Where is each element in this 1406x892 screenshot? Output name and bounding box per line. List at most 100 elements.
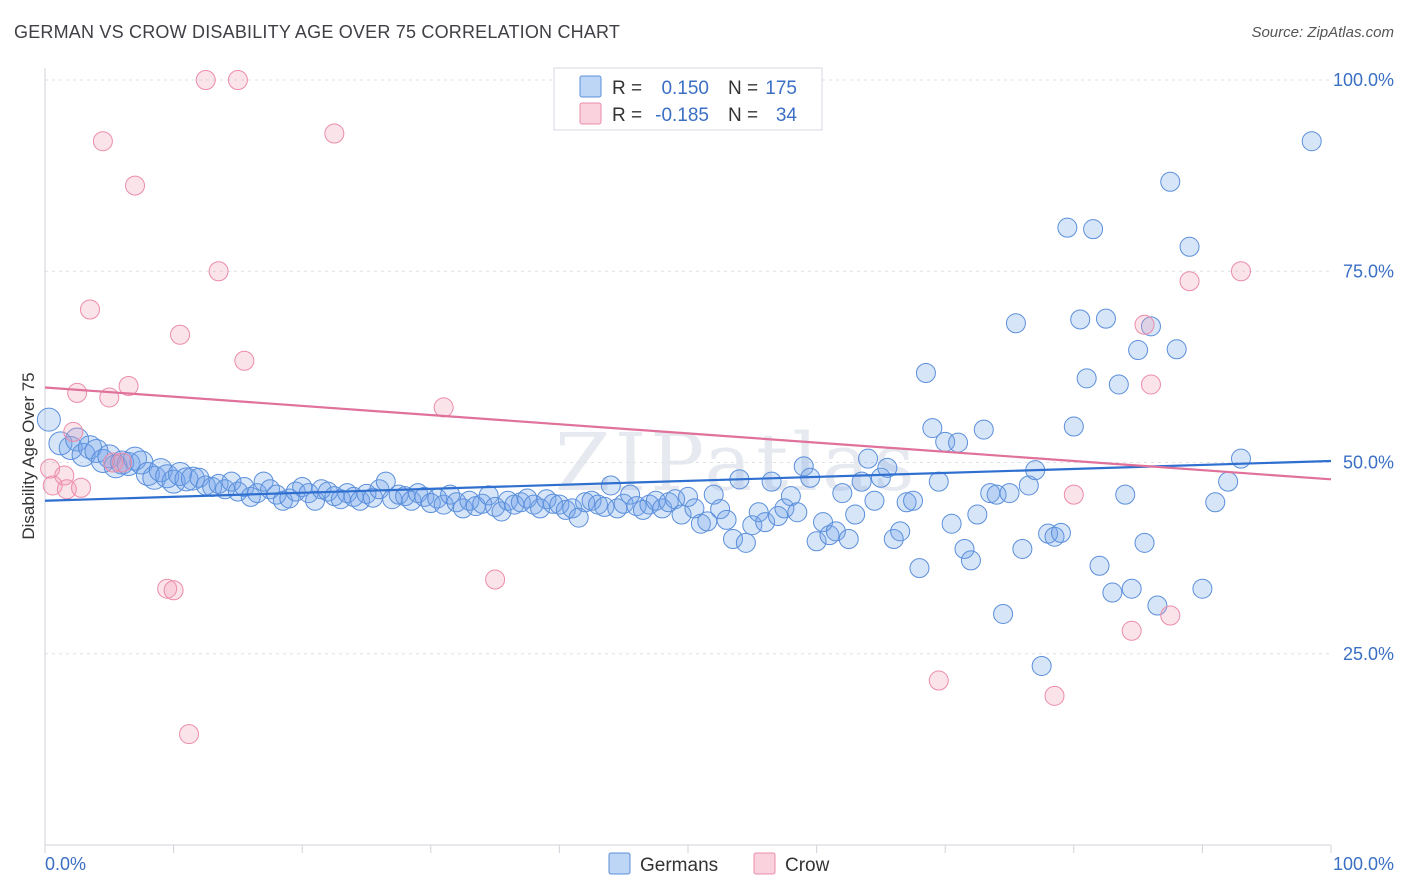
y-tick-label-75: 75.0%	[1343, 261, 1394, 281]
crow-point-16	[170, 324, 191, 345]
crow-point-23	[433, 397, 454, 418]
legend-r-value-germans: 0.150	[661, 78, 709, 99]
germans-point-99	[684, 498, 705, 519]
germans-point-147	[993, 603, 1014, 624]
legend-n-label-crow: N =	[728, 105, 758, 126]
germans-point-151	[1018, 475, 1039, 496]
crow-point-31	[1160, 605, 1181, 626]
crow-point-25	[928, 670, 949, 691]
germans-point-163	[1095, 308, 1116, 329]
germans-point-115	[787, 502, 808, 523]
germans-point-109	[748, 502, 769, 523]
crow-point-28	[1121, 620, 1142, 641]
germans-point-178	[1230, 448, 1251, 469]
y-tick-label-50: 50.0%	[1343, 453, 1394, 473]
germans-point-60	[433, 494, 454, 515]
germans-point-125	[851, 471, 872, 492]
germans-point-103	[710, 499, 731, 520]
germans-point-82	[575, 492, 596, 513]
germans-point-48	[356, 483, 377, 504]
germans-point-131	[890, 521, 911, 542]
germans-point-128	[870, 467, 891, 488]
germans-point-121	[825, 521, 846, 542]
crow-point-4	[63, 421, 84, 442]
germans-point-177	[1218, 471, 1239, 492]
crow-point-24	[485, 569, 506, 590]
series-legend-label-germans: Germans	[640, 855, 718, 876]
germans-point-132	[896, 492, 917, 513]
stats-legend: R = 0.150 N = 175 R = -0.185 N = 34	[553, 67, 823, 131]
germans-point-69	[491, 501, 512, 522]
germans-point-96	[665, 489, 686, 510]
germans-point-72	[510, 492, 531, 513]
germans-point-108	[742, 515, 763, 536]
germans-point-149	[1005, 313, 1026, 334]
crow-point-29	[1134, 314, 1155, 335]
germans-point-169	[1134, 532, 1155, 553]
germans-point-57	[414, 486, 435, 507]
germans-point-92	[639, 494, 660, 515]
germans-point-139	[941, 513, 962, 534]
germans-point-165	[1108, 374, 1129, 395]
germans-point-157	[1057, 217, 1078, 238]
germans-point-133	[903, 490, 924, 511]
germans-point-127	[864, 490, 885, 511]
x-tick-label-min: 0.0%	[45, 854, 86, 874]
legend-n-value-germans: 175	[765, 78, 797, 99]
germans-point-70	[497, 490, 518, 511]
germans-point-116	[793, 456, 814, 477]
y-tick-labels: 100.0% 75.0% 50.0% 25.0%	[1333, 70, 1394, 664]
germans-point-160	[1076, 368, 1097, 389]
crow-point-15	[163, 580, 184, 601]
germans-point-5	[78, 435, 103, 460]
crow-point-30	[1140, 374, 1161, 395]
germans-point-140	[948, 432, 969, 453]
y-axis-label: Disability Age Over 75	[19, 372, 38, 539]
germans-point-64	[459, 490, 480, 511]
germans-point-79	[555, 499, 576, 520]
germans-point-2	[58, 435, 83, 460]
germans-point-118	[806, 531, 827, 552]
trend-lines	[44, 386, 1332, 502]
germans-point-0	[36, 407, 61, 432]
germans-point-176	[1205, 492, 1226, 513]
crow-point-13	[125, 175, 146, 196]
germans-point-126	[858, 448, 879, 469]
germans-point-18	[161, 469, 186, 494]
germans-point-144	[973, 419, 994, 440]
germans-point-129	[877, 457, 898, 478]
germans-point-143	[967, 504, 988, 525]
germans-point-30	[240, 486, 261, 507]
germans-point-167	[1121, 578, 1142, 599]
germans-point-148	[999, 483, 1020, 504]
germans-point-27	[221, 471, 242, 492]
germans-point-97	[671, 504, 692, 525]
germans-point-90	[626, 496, 647, 517]
crow-point-33	[1230, 261, 1251, 282]
crow-trend-line	[44, 386, 1332, 481]
grid-lines	[45, 79, 1331, 655]
germans-point-179	[1301, 131, 1322, 152]
legend-swatch-germans	[579, 75, 602, 98]
legend-r-label-germans: R =	[612, 78, 642, 99]
series-legend-swatch-germans	[608, 852, 631, 875]
crow-point-12	[118, 376, 139, 396]
crow-point-26	[1044, 685, 1065, 706]
germans-point-111	[761, 471, 782, 492]
germans-point-77	[542, 493, 563, 514]
germans-point-98	[678, 486, 698, 507]
crow-point-21	[234, 350, 255, 371]
x-tick-label-max: 100.0%	[1333, 854, 1394, 874]
germans-point-161	[1083, 219, 1104, 240]
y-tick-label-100: 100.0%	[1333, 70, 1394, 90]
crow-point-19	[208, 261, 229, 282]
crow-point-17	[179, 724, 200, 745]
crow-point-18	[195, 70, 216, 90]
germans-point-81	[568, 507, 589, 528]
crow-point-11	[112, 452, 133, 473]
germans-point-173	[1166, 339, 1187, 360]
germans-point-83	[581, 490, 602, 511]
germans-point-7	[90, 448, 115, 473]
crow-point-27	[1063, 484, 1084, 505]
crow-point-8	[92, 131, 113, 152]
